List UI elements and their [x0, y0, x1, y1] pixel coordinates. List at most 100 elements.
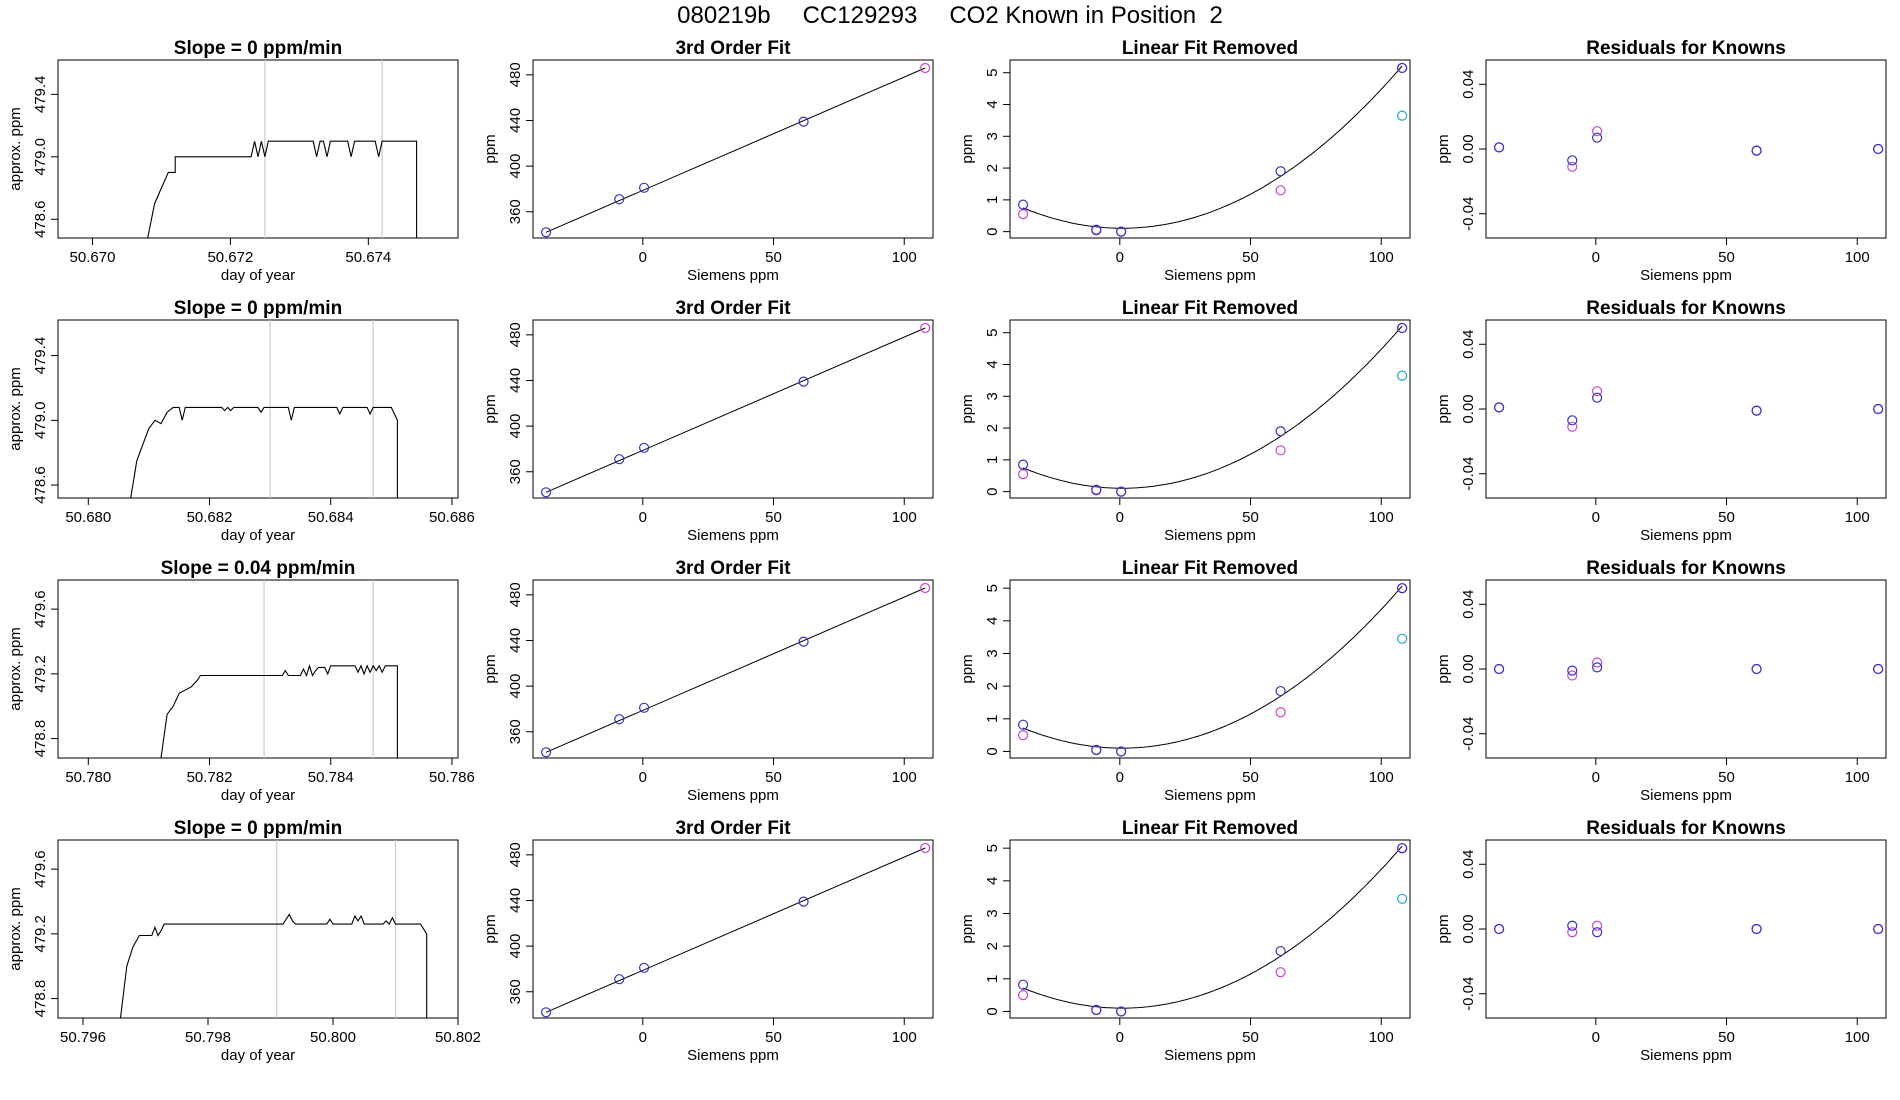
- fit-point: [920, 582, 931, 594]
- primary-point: [1397, 843, 1408, 854]
- y-tick-label: 479.4: [32, 337, 49, 375]
- panel-title: 3rd Order Fit: [675, 818, 791, 839]
- y-tick-label: 4: [984, 100, 1001, 108]
- x-tick-label: 50.796: [60, 1029, 106, 1046]
- y-tick-label: 0: [984, 487, 1001, 495]
- y-tick-label: 400: [507, 674, 524, 699]
- y-tick-label: 479.0: [32, 138, 49, 176]
- primary-point: [1873, 663, 1884, 675]
- x-axis-label: Siemens ppm: [1640, 527, 1732, 544]
- run-id: 080219b: [677, 2, 771, 29]
- y-axis-label: ppm: [959, 654, 976, 683]
- quadratic-fit-curve: [1022, 65, 1403, 229]
- x-tick-label: 50: [1242, 509, 1259, 526]
- plot-frame: [57, 319, 459, 499]
- panel-title: Residuals for Knowns: [1586, 558, 1786, 579]
- panel-fit-row-3: 3rd Order Fit 0 50 100 360 400 440 480 Siemens p…: [482, 818, 934, 1064]
- data-layer: [1017, 62, 1408, 237]
- outlier-point: [1397, 893, 1408, 904]
- primary-point: [1873, 403, 1884, 415]
- data-layer: [147, 60, 424, 238]
- panel-title: Linear Fit Removed: [1122, 38, 1298, 59]
- y-tick-label: 2: [984, 942, 1001, 950]
- primary-point: [1397, 583, 1408, 594]
- primary-point: [1751, 663, 1762, 675]
- fit-point: [798, 116, 809, 127]
- plot-frame: [532, 579, 934, 759]
- y-tick-label: 4: [984, 877, 1001, 885]
- primary-point: [1397, 322, 1408, 334]
- y-tick-label: 360: [507, 719, 524, 744]
- x-tick-label: 100: [1845, 1029, 1870, 1046]
- x-axis-label: Siemens ppm: [1164, 787, 1256, 804]
- y-tick-label: 478.8: [32, 720, 49, 758]
- x-tick-label: 100: [1845, 769, 1870, 786]
- y-tick-label: 0.04: [1460, 590, 1477, 619]
- fit-point: [540, 1007, 552, 1018]
- secondary-point: [1275, 445, 1286, 456]
- y-tick-label: 480: [507, 62, 524, 87]
- secondary-point: [1017, 209, 1029, 220]
- x-tick-label: 0: [1592, 769, 1600, 786]
- fit-point: [920, 842, 931, 854]
- y-axis-label: ppm: [482, 134, 499, 163]
- y-tick-label: 479.6: [32, 590, 49, 628]
- fit-point: [639, 182, 650, 193]
- x-tick-label: 50.682: [187, 509, 233, 526]
- x-axis-label: day of year: [221, 267, 295, 284]
- data-layer: [1493, 657, 1884, 681]
- primary-point: [1873, 923, 1884, 935]
- panel-title: Residuals for Knowns: [1586, 38, 1786, 59]
- x-tick-label: 0: [1592, 1029, 1600, 1046]
- plot-frame: [57, 579, 459, 759]
- primary-point: [1751, 923, 1762, 935]
- figure-title: 080219b CC129293 CO2 Known in Position 2: [0, 2, 1900, 30]
- x-tick-label: 50: [1718, 1029, 1735, 1046]
- fit-point: [540, 747, 552, 758]
- y-axis-label: ppm: [482, 914, 499, 943]
- y-tick-label: 0.04: [1460, 70, 1477, 99]
- data-layer: [160, 580, 404, 758]
- y-axis-label: ppm: [1435, 394, 1452, 423]
- plot-frame: [1485, 319, 1887, 499]
- y-tick-label: 3: [984, 132, 1001, 140]
- panel-residuals-row-3: Residuals for Knowns 0 50 100 -0.04 0.00 0.04 S…: [1435, 818, 1887, 1064]
- x-tick-label: 50.784: [308, 769, 354, 786]
- x-tick-label: 0: [639, 509, 647, 526]
- x-tick-label: 50.786: [429, 769, 475, 786]
- primary-point: [1091, 744, 1102, 755]
- plot-frame: [1009, 319, 1411, 499]
- x-tick-label: 50: [1718, 509, 1735, 526]
- fit-point: [540, 487, 552, 498]
- y-tick-label: 4: [984, 617, 1001, 625]
- y-tick-label: 479.2: [32, 915, 49, 953]
- title-description: CO2 Known in Position 2: [949, 2, 1223, 29]
- y-tick-label: 1: [984, 975, 1001, 983]
- primary-point: [1493, 923, 1505, 935]
- panel-title: Linear Fit Removed: [1122, 558, 1298, 579]
- primary-point: [1017, 459, 1029, 470]
- x-tick-label: 50.802: [435, 1029, 481, 1046]
- primary-point: [1493, 142, 1505, 153]
- fit-point: [798, 896, 809, 907]
- fit-point: [798, 376, 809, 387]
- x-tick-label: 50: [1242, 769, 1259, 786]
- x-tick-label: 50: [1718, 769, 1735, 786]
- fit-line: [545, 587, 926, 753]
- panel-fit-row-2: 3rd Order Fit 0 50 100 360 400 440 480 Siemens p…: [482, 558, 934, 804]
- x-tick-label: 100: [892, 1029, 917, 1046]
- panel-trace-row-1: Slope = 0 ppm/min 50.680 50.682 50.684 50.68…: [7, 298, 475, 544]
- y-tick-label: 479.6: [32, 850, 49, 888]
- analyzer-trace-line: [160, 663, 404, 758]
- x-tick-label: 100: [892, 509, 917, 526]
- primary-point: [1116, 226, 1127, 237]
- panel-residuals-row-2: Residuals for Knowns 0 50 100 -0.04 0.00 0.04 S…: [1435, 558, 1887, 804]
- secondary-point: [1017, 990, 1029, 1001]
- x-tick-label: 50: [765, 1029, 782, 1046]
- y-tick-label: -0.04: [1460, 977, 1477, 1011]
- y-tick-label: 440: [507, 368, 524, 393]
- x-tick-label: 100: [1369, 249, 1394, 266]
- x-axis-label: Siemens ppm: [1640, 1047, 1732, 1064]
- y-axis-label: approx. ppm: [7, 367, 24, 450]
